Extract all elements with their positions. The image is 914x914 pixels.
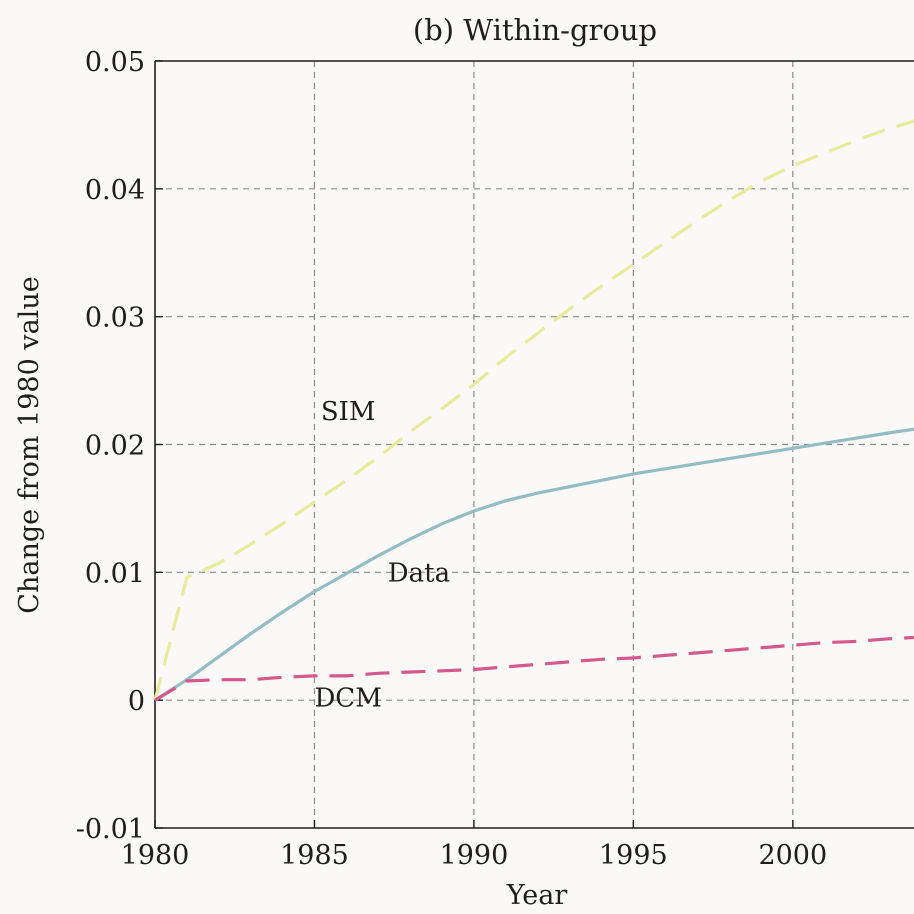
annotation-data: Data	[388, 558, 450, 588]
y-tick-label: 0.05	[85, 47, 145, 78]
x-axis-label: Year	[506, 880, 568, 910]
y-axis-label: Change from 1980 value	[14, 276, 45, 613]
chart-title: (b) Within-group	[413, 13, 657, 47]
x-tick-label: 1990	[440, 840, 509, 871]
x-tick-label: 1985	[280, 840, 349, 871]
tick-labels: -0.01 0 0.01 0.02 0.03 0.04 0.05 1980 1985 1990 19…	[76, 47, 827, 871]
annotation-sim: SIM	[321, 397, 376, 427]
series-line-sim	[153, 119, 914, 701]
y-tick-label: 0.04	[85, 175, 145, 206]
series-line-data	[154, 427, 914, 702]
y-tick-label: 0	[128, 686, 145, 717]
series-lines	[153, 119, 914, 702]
y-tick-label: 0.02	[85, 431, 145, 462]
x-tick-label: 1980	[121, 840, 190, 871]
y-tick-label: -0.01	[76, 814, 145, 845]
y-tick-label: 0.01	[85, 558, 145, 589]
y-tick-label: 0.03	[85, 303, 145, 334]
x-tick-label: 1995	[599, 840, 668, 871]
annotation-dcm: DCM	[314, 684, 381, 714]
x-tick-label: 2000	[758, 840, 827, 871]
series-annotations: SIM Data DCM	[314, 397, 450, 713]
grid-lines	[155, 61, 914, 828]
